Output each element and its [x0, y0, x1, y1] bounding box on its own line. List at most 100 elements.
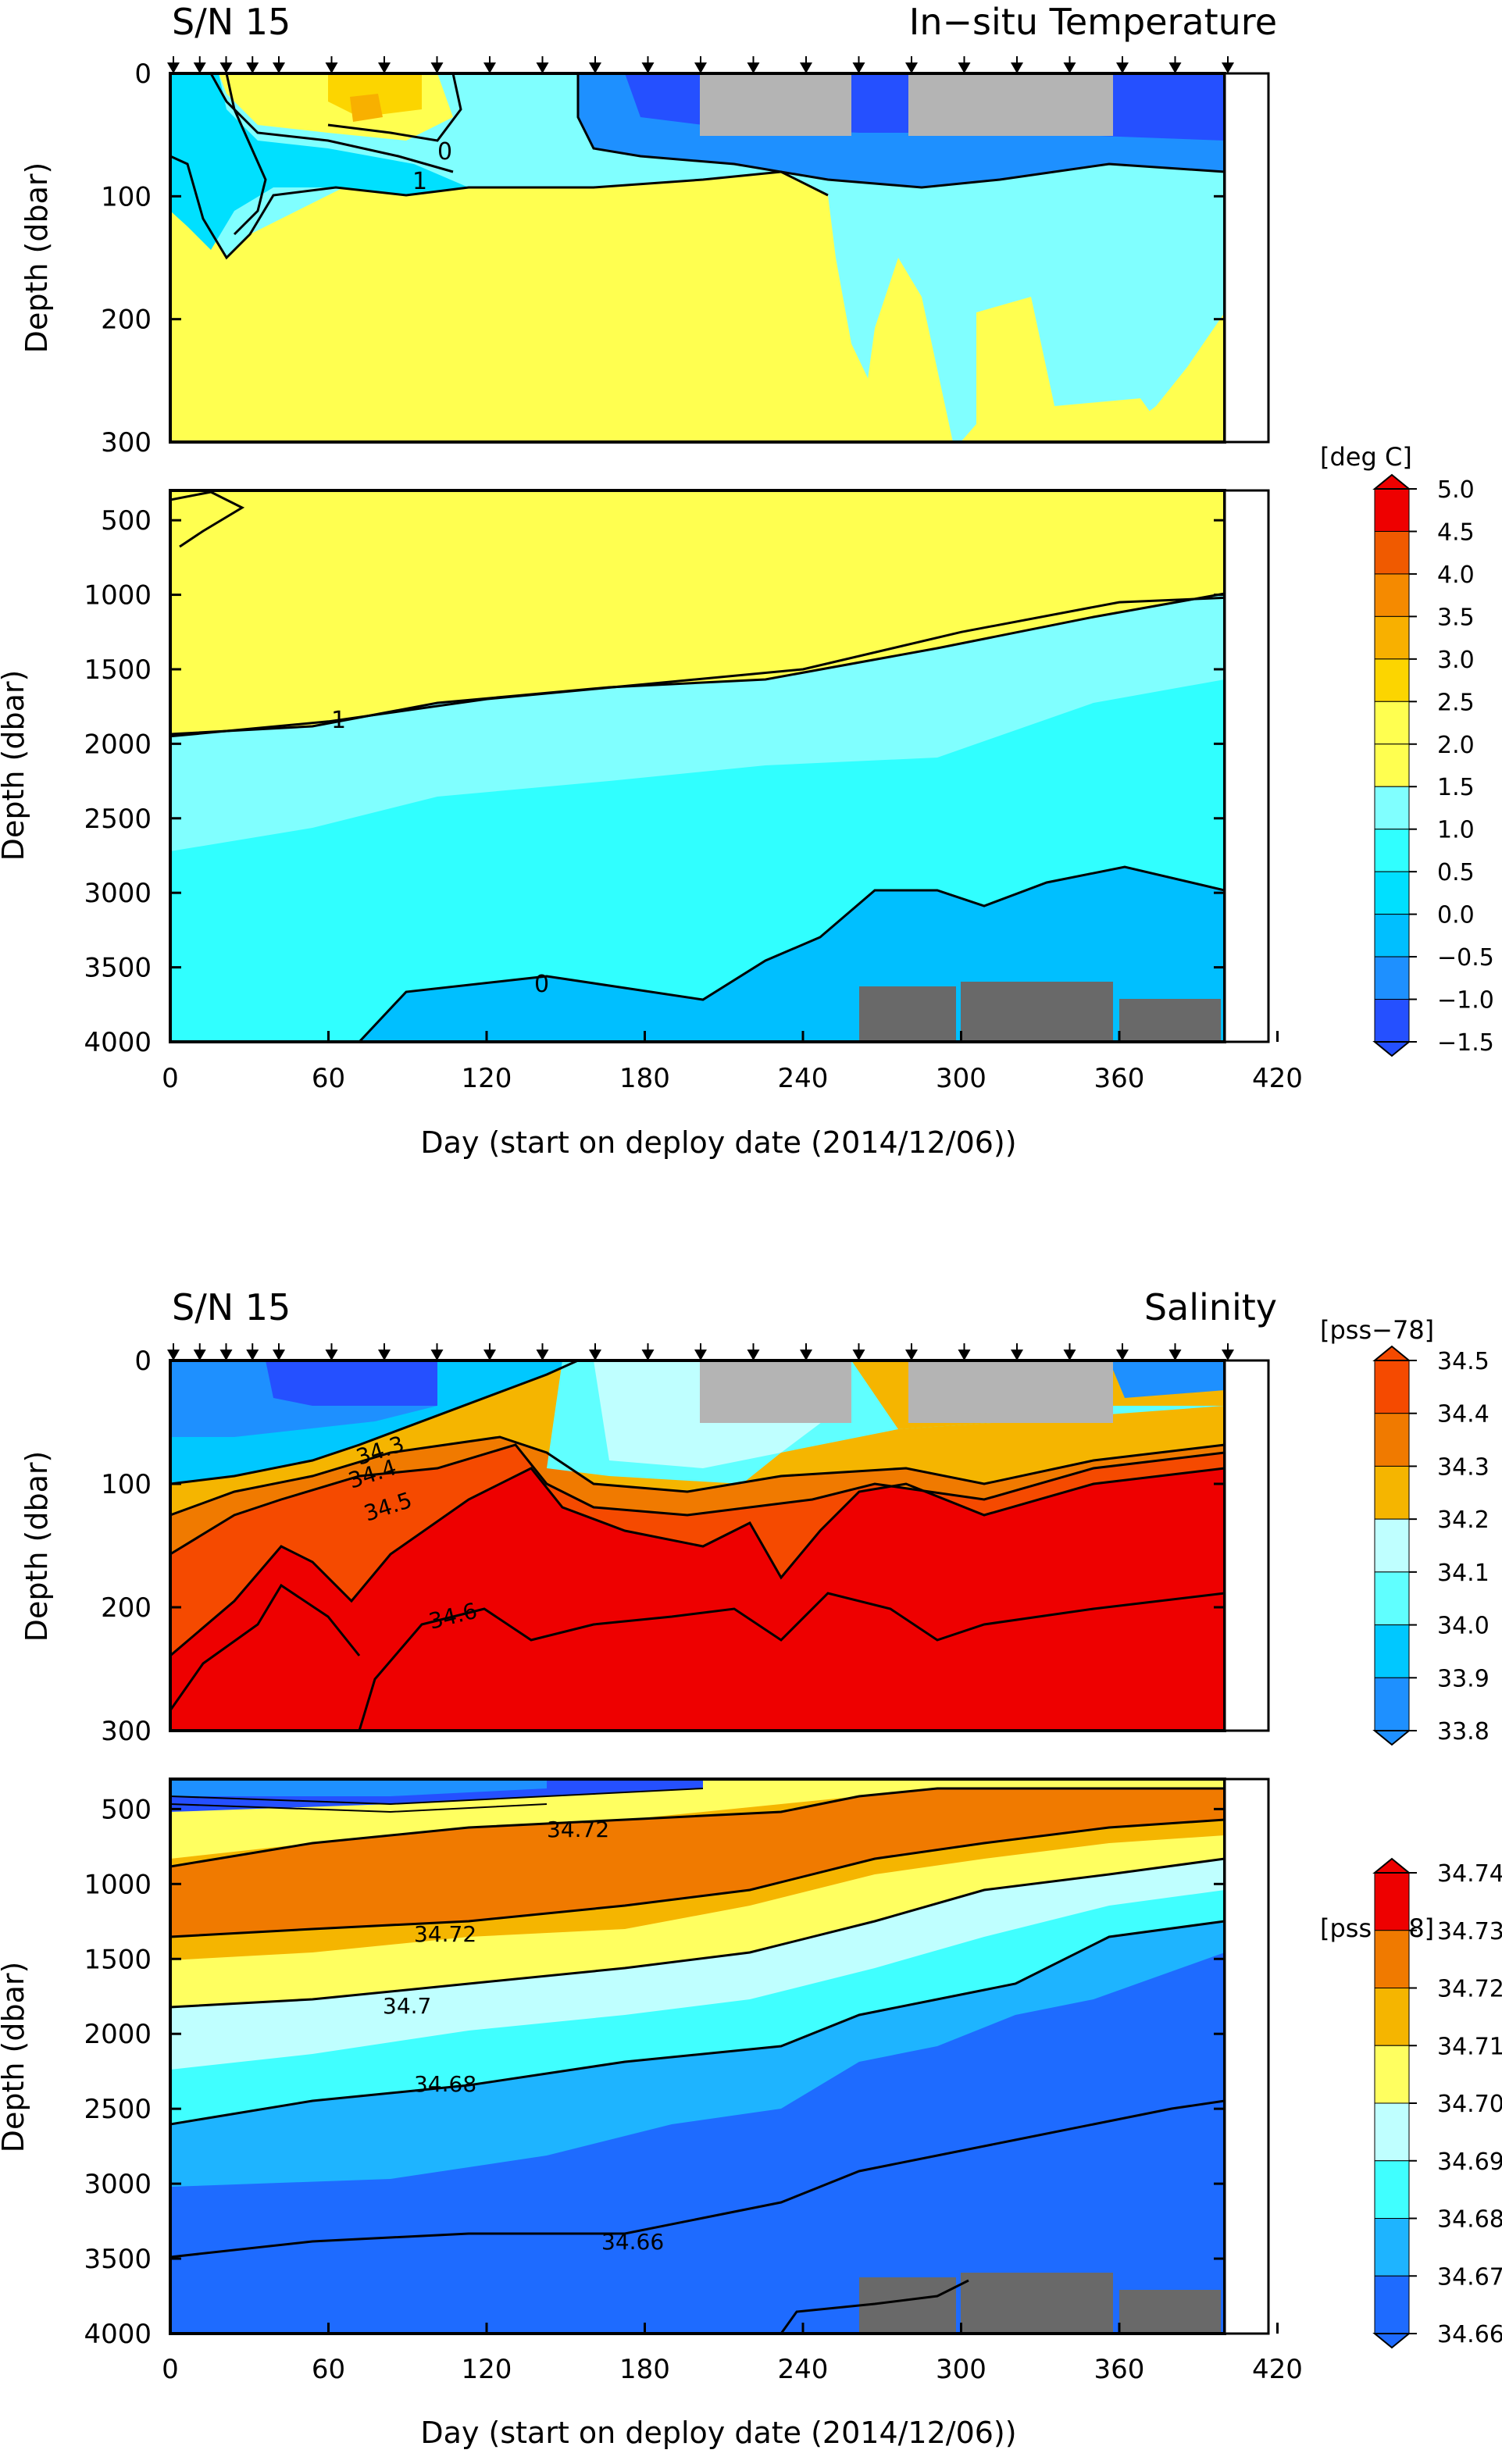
colorbar-swatch [1374, 2102, 1410, 2162]
temperature-contour-label: 0 [437, 138, 452, 166]
y-tick-label: 2000 [84, 729, 152, 760]
temperature-xticks: 0 60 120 180 240 300 360 420 [162, 1031, 1303, 1094]
y-tick-label: 300 [101, 1716, 152, 1747]
colorbar-swatch [1374, 829, 1410, 872]
colorbar-swatch [1374, 956, 1410, 1000]
colorbar-level-label: 1.5 [1437, 774, 1475, 801]
deploy-marker-icon [905, 1350, 918, 1360]
x-tick-label: 120 [462, 2354, 512, 2385]
colorbar-level-label: 4.5 [1437, 519, 1475, 546]
colorbar-level-label: 34.68 [1437, 2206, 1502, 2234]
colorbar-level-label: 4.0 [1437, 562, 1475, 589]
colorbar-max-arrow-icon [1372, 473, 1411, 490]
salinity-serial-label: S/N 15 [172, 1286, 291, 1328]
colorbar-level-label: −0.5 [1437, 944, 1494, 972]
colorbar-swatch [1374, 1677, 1410, 1731]
temperature-upper-panel [170, 73, 1225, 442]
deploy-marker-icon [325, 1350, 338, 1360]
y-tick-label: 500 [101, 1794, 152, 1825]
y-tick-label: 4000 [84, 2319, 152, 2350]
deploy-marker-icon [1063, 1350, 1076, 1360]
colorbar-level-label: 5.0 [1437, 476, 1475, 504]
x-tick-label: 360 [1094, 2354, 1145, 2385]
y-tick-label: 200 [101, 1592, 152, 1624]
colorbar-level-label: 34.2 [1437, 1507, 1490, 1534]
salinity-upper-ylabel: Depth (dbar) [20, 1451, 54, 1642]
colorbar-swatch [1374, 2045, 1410, 2104]
y-tick-label: 3000 [84, 878, 152, 909]
colorbar-level-label: 34.66 [1437, 2321, 1502, 2348]
x-tick-label: 300 [936, 1063, 986, 1094]
deploy-marker-icon [219, 62, 233, 73]
temperature-deploy-markers [167, 56, 1234, 73]
temperature-contour-line-1 [170, 596, 1225, 738]
y-tick-label: 1000 [84, 1869, 152, 1900]
temperature-contour-label: 1 [331, 707, 346, 734]
salinity-lower-blank-strip [1223, 1778, 1270, 2335]
deploy-marker-icon [378, 1350, 391, 1360]
x-tick-label: 420 [1252, 1063, 1303, 1094]
colorbar-swatch [1374, 999, 1410, 1043]
colorbar-swatch [1374, 1872, 1410, 1931]
deploy-marker-icon [273, 62, 285, 73]
colorbar-level-label: −1.0 [1437, 987, 1494, 1014]
colorbar-swatch [1374, 743, 1410, 787]
x-tick-label: 60 [312, 2354, 345, 2385]
y-tick-label: 0 [134, 59, 152, 90]
y-tick-label: 100 [101, 1469, 152, 1500]
salinity-contour-label: 34.66 [601, 2229, 664, 2255]
colorbar-swatch [1374, 2160, 1410, 2219]
colorbar-level-label: 3.5 [1437, 604, 1475, 631]
colorbar-level-label: 33.8 [1437, 1718, 1490, 1745]
y-tick-label: 500 [101, 505, 152, 537]
salinity-contour-label: 34.72 [547, 1817, 609, 1842]
salinity-contour-label: 34.68 [414, 2071, 476, 2097]
y-tick-label: 2000 [84, 2019, 152, 2050]
deploy-marker-icon [852, 62, 865, 73]
salinity-xlabel: Day (start on deploy date (2014/12/06)) [420, 2416, 1016, 2450]
deploy-marker-icon [325, 62, 338, 73]
salinity-colorbar-upper: 34.5 34.4 34.3 34.2 34.1 34.0 33.9 33.8 [1372, 1345, 1490, 1746]
y-tick-label: 3000 [84, 2169, 152, 2200]
deploy-marker-icon [589, 62, 601, 73]
temperature-lower-panel [170, 490, 1225, 1042]
x-tick-label: 240 [778, 1063, 829, 1094]
deploy-marker-icon [167, 62, 180, 73]
deploy-marker-icon [219, 1350, 233, 1360]
colorbar-level-label: 34.73 [1437, 1918, 1502, 1945]
temperature-colorbar: 5.0 4.5 4.0 3.5 3.0 2.5 2.0 1.5 1.0 0.5 0.0 −0.5 −1.… [1372, 473, 1494, 1057]
colorbar-level-label: 34.70 [1437, 2091, 1502, 2118]
x-tick-label: 0 [162, 2354, 179, 2385]
deploy-marker-icon [536, 1350, 549, 1360]
deploy-marker-icon [852, 1350, 865, 1360]
temperature-upper-yticks: 0 100 200 300 [101, 59, 1225, 458]
temperature-lower-contour-labels: 1 0 [331, 707, 549, 998]
x-tick-label: 60 [312, 1063, 345, 1094]
salinity-upper-blank-strip [1223, 1359, 1270, 1732]
colorbar-swatch [1374, 615, 1410, 660]
y-tick-label: 1500 [84, 654, 152, 686]
deploy-marker-icon [1168, 1350, 1182, 1360]
colorbar-swatch [1374, 871, 1410, 915]
colorbar-level-label: −1.5 [1437, 1029, 1494, 1057]
deploy-marker-icon [958, 1350, 971, 1360]
colorbar-swatch [1374, 1465, 1410, 1520]
x-tick-label: 240 [778, 2354, 829, 2385]
salinity-upper-yticks: 0 100 200 300 [101, 1346, 1225, 1747]
colorbar-level-label: 34.72 [1437, 1976, 1502, 2003]
temperature-lower-yticks: 500 1000 1500 2000 2500 3000 3500 4000 [84, 505, 1225, 1058]
deploy-marker-icon [1222, 62, 1234, 73]
deploy-marker-icon [378, 62, 391, 73]
y-tick-label: 200 [101, 305, 152, 336]
colorbar-swatch [1374, 786, 1410, 830]
colorbar-swatch [1374, 1930, 1410, 1988]
deploy-marker-icon [273, 1350, 285, 1360]
temperature-lower-ylabel: Depth (dbar) [0, 670, 30, 861]
colorbar-swatch [1374, 1413, 1410, 1467]
colorbar-level-label: 2.0 [1437, 732, 1475, 759]
colorbar-swatch [1374, 530, 1410, 575]
salinity-deploy-markers [167, 1343, 1234, 1360]
temperature-contour-label: 1 [412, 168, 427, 195]
colorbar-min-arrow-icon [1372, 1041, 1411, 1057]
colorbar-max-arrow-icon [1372, 1345, 1411, 1361]
